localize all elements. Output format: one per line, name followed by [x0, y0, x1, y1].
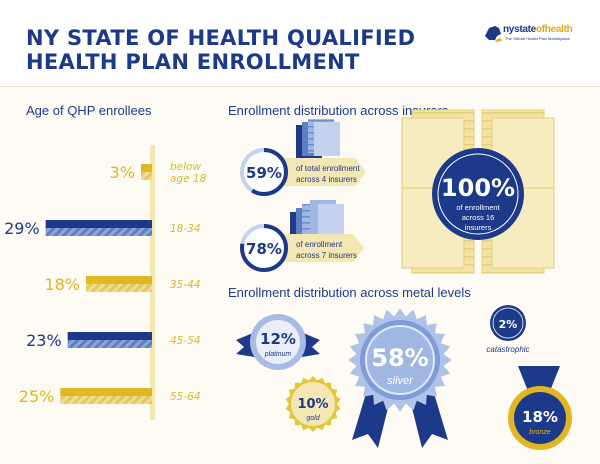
age-value-label: 25% [19, 387, 55, 406]
age-bar-hatch [60, 396, 153, 404]
insurer-big-circle [432, 148, 524, 240]
platinum-label: platinum [264, 351, 292, 358]
age-bar-solid [86, 276, 152, 284]
header: NY STATE OF HEALTH QUALIFIED HEALTH PLAN… [0, 0, 600, 87]
logo-name-part-a: nystate [503, 24, 536, 35]
insurer-big-caption-line-2: across 16 [462, 213, 495, 222]
insurer-docs-group-2 [262, 200, 364, 262]
age-bar-solid [141, 164, 152, 172]
age-value-label: 3% [110, 163, 135, 182]
insurer-percent: 78% [246, 240, 282, 258]
logo-wordmark: nystateofhealth [503, 24, 573, 35]
age-bar-hatch [67, 340, 152, 348]
metal-section-title: Enrollment distribution across metal lev… [228, 285, 471, 300]
gold-badge [285, 376, 341, 432]
catastrophic-label: catastrophic [486, 345, 529, 354]
page-title-line-1: NY STATE OF HEALTH QUALIFIED [26, 26, 416, 50]
age-category-label: age 18 [170, 173, 207, 185]
platinum-badge [236, 314, 320, 370]
bronze-label: bronze [529, 429, 551, 436]
page-title-line-2: HEALTH PLAN ENROLLMENT [26, 50, 360, 74]
insurer-percent: 59% [246, 164, 282, 182]
insurer-caption-line-1: of total enrollment [296, 164, 360, 173]
age-category-label: 18-34 [170, 223, 201, 235]
age-category-label: below [170, 161, 201, 173]
age-bar-hatch [45, 228, 152, 236]
gold-label: gold [306, 415, 320, 422]
insurer-distribution: 59% of total enrollment across 4 insurers 7… [240, 109, 555, 274]
insurer-ring-fill [240, 148, 288, 196]
catastrophic-badge [490, 305, 526, 341]
insurer-big-percent: 100% [441, 174, 515, 202]
age-bar-solid [67, 332, 152, 340]
age-bar-solid [60, 388, 153, 396]
insurer-docs-group-1 [262, 119, 366, 186]
insurer-caption-line-1: of enrollment [296, 240, 343, 249]
insurer-big-caption-line-1: of enrollment [456, 203, 500, 212]
age-bar-hatch [141, 172, 152, 180]
age-category-label: 45-54 [170, 335, 201, 347]
age-axis [150, 145, 155, 420]
bronze-percent: 18% [522, 408, 558, 426]
insurer-caption-line-2: across 7 insurers [296, 251, 357, 260]
age-section-title: Age of QHP enrollees [26, 103, 152, 118]
insurer-big-caption-line-3: insurers [465, 223, 492, 232]
silver-badge [348, 308, 452, 448]
ny-state-of-health-logo: nystateofhealth The Official Health Plan… [483, 22, 593, 46]
catastrophic-percent: 2% [499, 318, 518, 331]
logo-name-part-b: ofhealth [535, 24, 573, 35]
metal-level-badges: 12% platinum 58% silver 2% catastrophic 10% gol… [236, 305, 572, 450]
age-category-label: 55-64 [170, 391, 201, 403]
age-value-label: 18% [44, 275, 80, 294]
gold-percent: 10% [297, 397, 328, 412]
age-value-label: 23% [26, 331, 62, 350]
age-value-label: 29% [4, 219, 40, 238]
bronze-badge [508, 366, 572, 450]
age-category-label: 35-44 [170, 279, 201, 291]
logo-tagline: The Official Health Plan Marketplace [505, 36, 570, 41]
ny-state-map-icon [485, 26, 502, 42]
age-bar-solid [45, 220, 152, 228]
silver-percent: 58% [371, 344, 428, 372]
platinum-percent: 12% [260, 330, 296, 348]
insurer-ring-fill [240, 224, 288, 272]
silver-label: silver [387, 375, 414, 387]
insurer-big-ring [437, 153, 519, 235]
insurers-section-title: Enrollment distribution across insurers [228, 103, 449, 118]
age-bar-hatch [86, 284, 152, 292]
insurer-caption-line-2: across 4 insurers [296, 175, 357, 184]
